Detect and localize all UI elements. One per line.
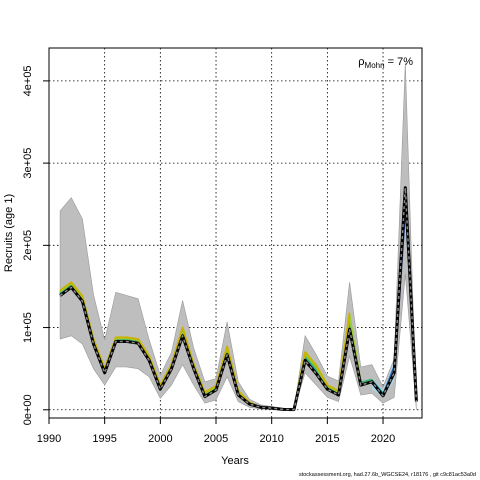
x-tick-label: 1990 — [37, 433, 61, 445]
x-tick-label: 2005 — [204, 433, 228, 445]
plot-frame — [48, 47, 423, 419]
x-tick-label: 1995 — [92, 433, 116, 445]
rho-symbol: ρ — [358, 56, 364, 68]
x-tick-label: 2010 — [259, 433, 283, 445]
y-tick-label: 2e+05 — [22, 230, 34, 261]
confidence-bands — [59, 62, 417, 410]
final-estimate-dash — [59, 187, 418, 411]
y-tick-label: 1e+05 — [22, 312, 34, 343]
rho-subscript: Mohn — [365, 61, 385, 70]
footer-credit: stockassessment.org, had.27.6b_WGCSE24, … — [299, 472, 476, 478]
series-lines — [59, 186, 418, 412]
y-tick-label: 0e+00 — [22, 394, 34, 425]
x-tick-label: 2020 — [371, 433, 395, 445]
x-tick-label: 2000 — [148, 433, 172, 445]
x-axis-title: Years — [221, 455, 249, 467]
x-tick-label: 2015 — [315, 433, 339, 445]
y-axis: 0e+00 1e+05 2e+05 3e+05 4e+05 — [22, 65, 49, 425]
x-axis: 1990 1995 2000 2005 2010 2015 2020 — [37, 418, 395, 445]
y-tick-label: 4e+05 — [22, 65, 34, 96]
y-tick-label: 3e+05 — [22, 148, 34, 179]
y-axis-title: Recruits (age 1) — [3, 194, 15, 272]
mohn-rho-annotation: ρMohn = 7% — [358, 56, 413, 70]
rho-value: = 7% — [385, 56, 414, 68]
confidence-band — [59, 62, 417, 410]
